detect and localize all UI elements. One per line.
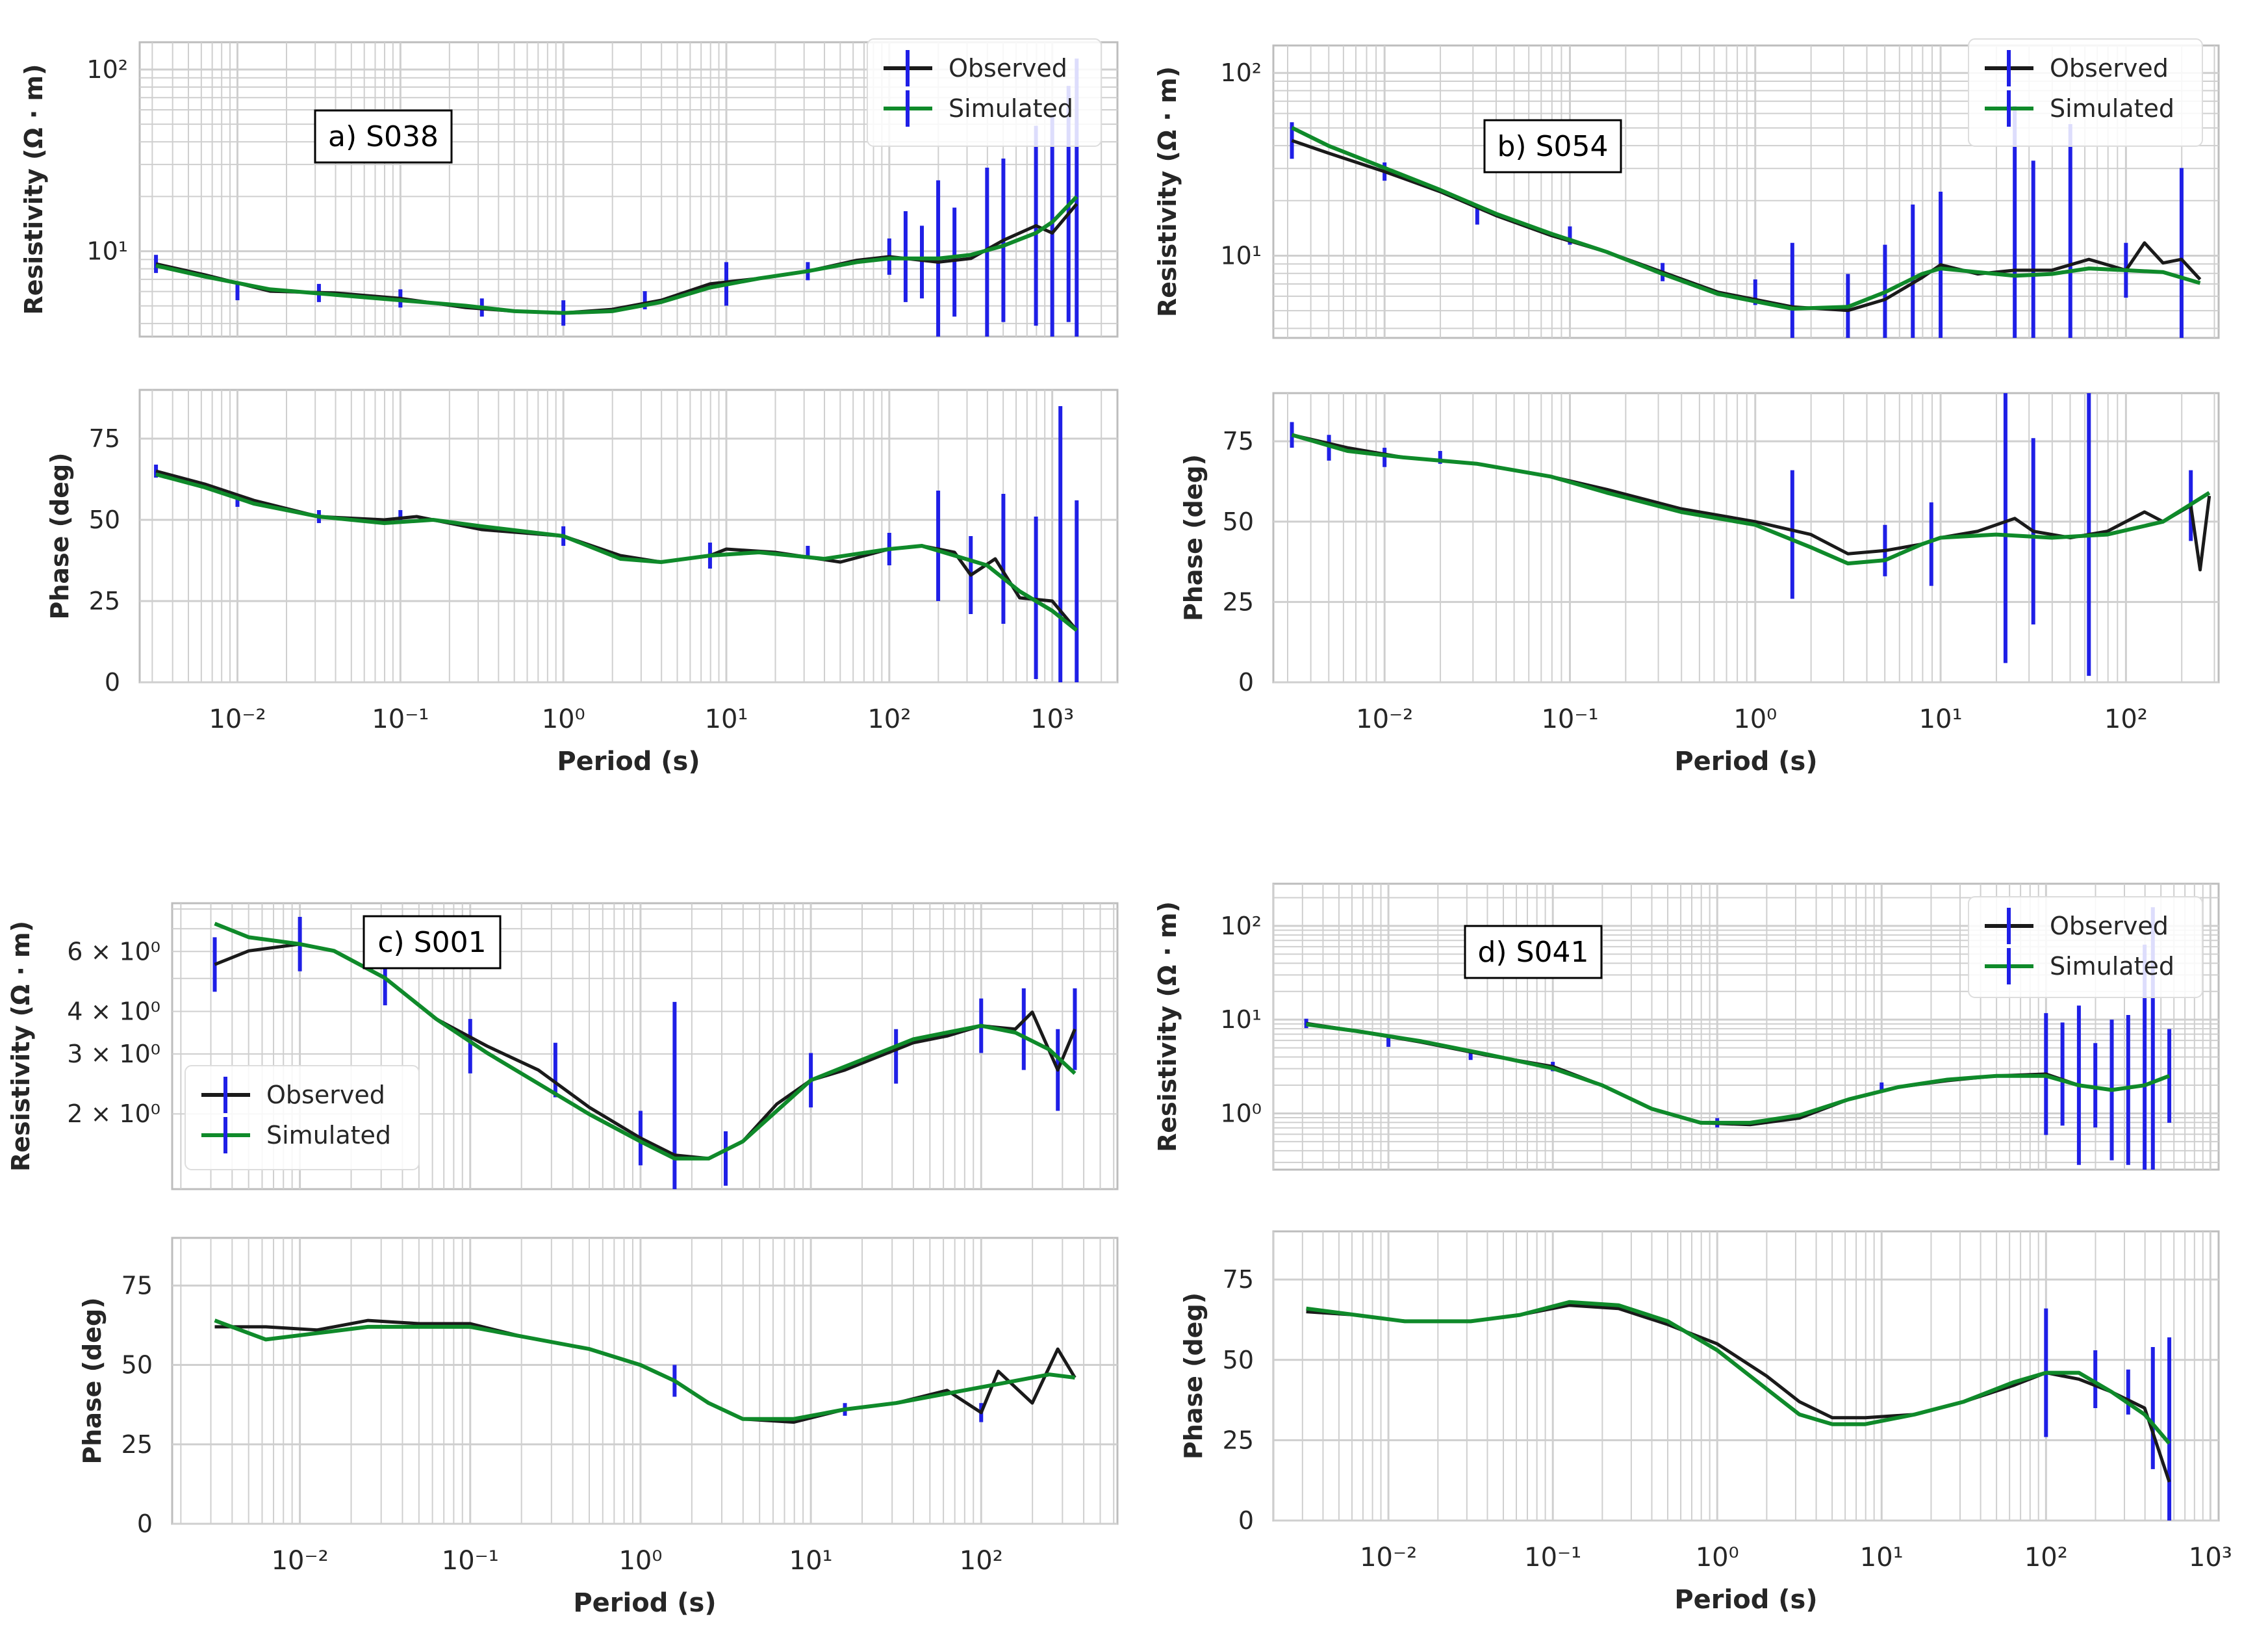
x-axis-label: Period (s): [1674, 1585, 1817, 1615]
resistivity-tick-label: 10¹: [1220, 1005, 1262, 1034]
legend-simulated-label: Simulated: [2050, 94, 2174, 123]
phase-simulated-line: [1306, 1300, 2171, 1445]
phase-axes: [171, 1237, 1119, 1525]
station-label: c) S001: [377, 926, 486, 959]
phase-tick-label: 25: [1223, 587, 1254, 616]
x-tick-label: 10⁻¹: [1541, 704, 1598, 734]
phase-tick-label: 0: [1238, 1506, 1254, 1535]
x-tick-label: 10⁰: [1696, 1543, 1739, 1573]
phase-tick-label: 25: [89, 587, 120, 615]
resistivity-tick-label: 6 × 10⁰: [67, 937, 160, 966]
legend-observed-label: Observed: [2050, 912, 2169, 940]
phase-tick-label: 50: [1223, 507, 1254, 536]
x-tick-label: 10⁰: [1733, 704, 1777, 734]
x-tick-label: 10⁰: [542, 704, 585, 734]
x-tick-label: 10⁻¹: [1524, 1543, 1581, 1573]
x-tick-label: 10²: [867, 704, 911, 734]
x-tick-label: 10⁻¹: [442, 1546, 499, 1576]
phase-tick-label: 25: [1223, 1426, 1254, 1454]
x-tick-label: 10¹: [789, 1546, 833, 1576]
resistivity-ylabel: Resistivity (Ω · m): [1153, 66, 1182, 317]
x-tick-label: 10⁰: [618, 1546, 662, 1576]
legend-box: [185, 1065, 420, 1170]
phase-tick-label: 0: [105, 668, 120, 697]
resistivity-tick-label: 10¹: [86, 237, 128, 266]
x-tick-label: 10³: [2189, 1543, 2232, 1573]
phase-ylabel: Phase (deg): [78, 1297, 107, 1464]
x-tick-label: 10⁻¹: [372, 704, 429, 734]
x-axis-label: Period (s): [573, 1588, 716, 1618]
panel-c-s001: 2 × 10⁰ 3 × 10⁰ 4 × 10⁰ 6 × 10⁰ Resistivity …: [6, 902, 1119, 1618]
phase-ylabel: Phase (deg): [1179, 1292, 1208, 1459]
x-tick-label: 10²: [960, 1546, 1003, 1576]
resistivity-ylabel: Resistivity (Ω · m): [6, 921, 35, 1172]
phase-tick-label: 0: [1238, 668, 1254, 697]
resistivity-simulated-line: [155, 195, 1078, 315]
x-tick-label: 10¹: [1860, 1543, 1904, 1573]
phase-ylabel: Phase (deg): [45, 452, 74, 619]
resistivity-tick-label: 10²: [1220, 912, 1262, 940]
station-label-box: [1464, 925, 1603, 979]
phase-tick-label: 50: [89, 506, 120, 534]
x-tick-label: 10¹: [705, 704, 748, 734]
station-label: b) S054: [1497, 130, 1609, 163]
resistivity-tick-label: 4 × 10⁰: [67, 997, 160, 1026]
x-tick-label: 10³: [1030, 704, 1074, 734]
phase-tick-label: 75: [1223, 1265, 1254, 1294]
legend-simulated-label: Simulated: [2050, 952, 2174, 981]
resistivity-tick-label: 10²: [1220, 58, 1262, 87]
resistivity-ylabel: Resistivity (Ω · m): [1153, 901, 1182, 1152]
legend-observed-label: Observed: [266, 1081, 385, 1109]
x-tick-label: 10²: [2024, 1543, 2068, 1573]
x-tick-label: 10⁻²: [209, 704, 266, 734]
x-tick-label: 10⁻²: [272, 1546, 329, 1576]
x-tick-label: 10²: [2104, 704, 2148, 734]
phase-simulated-line: [155, 472, 1078, 632]
x-tick-label: 10⁻²: [1356, 704, 1413, 734]
phase-tick-label: 75: [89, 424, 120, 453]
station-label: a) S038: [328, 120, 439, 153]
legend-observed-label: Observed: [949, 54, 1067, 83]
phase-simulated-line: [214, 1318, 1075, 1421]
phase-simulated-line: [1291, 433, 2211, 566]
phase-axes: [1272, 1230, 2220, 1522]
legend-box: [1968, 896, 2203, 998]
station-label: d) S041: [1478, 936, 1589, 969]
resistivity-tick-label: 2 × 10⁰: [67, 1099, 160, 1128]
phase-ylabel: Phase (deg): [1179, 454, 1208, 621]
legend-simulated-label: Simulated: [949, 94, 1073, 123]
legend-observed-label: Observed: [2050, 54, 2169, 83]
x-tick-label: 10¹: [1919, 704, 1963, 734]
resistivity-ylabel: Resistivity (Ω · m): [19, 64, 48, 315]
phase-tick-label: 50: [121, 1351, 153, 1380]
x-tick-label: 10⁻²: [1360, 1543, 1417, 1573]
resistivity-tick-label: 10¹: [1220, 241, 1262, 270]
panel-b-s054: 10¹ 10² Resistivity (Ω · m) b) S054 Observed…: [1153, 38, 2220, 777]
resistivity-tick-label: 10⁰: [1220, 1099, 1262, 1127]
legend-simulated-label: Simulated: [266, 1121, 391, 1149]
station-label-box: [1483, 119, 1622, 173]
panel-a-s038: 10¹ 10² Resistivity (Ω · m) a) S038 Observed…: [19, 38, 1119, 777]
station-label-box: [314, 109, 453, 164]
phase-tick-label: 25: [121, 1430, 153, 1459]
resistivity-tick-label: 10²: [86, 55, 128, 84]
resistivity-simulated-line: [1306, 1022, 2171, 1125]
station-label-box: [363, 915, 502, 970]
phase-tick-label: 75: [1223, 427, 1254, 456]
panel-d-s041: 10⁰ 10¹ 10² Resistivity (Ω · m) d) S041 Obser…: [1153, 882, 2232, 1615]
resistivity-tick-label: 3 × 10⁰: [67, 1040, 160, 1068]
phase-tick-label: 75: [121, 1271, 153, 1300]
legend-box: [1968, 38, 2203, 147]
phase-tick-label: 0: [137, 1509, 153, 1538]
resistivity-simulated-line: [1291, 125, 2201, 311]
x-axis-label: Period (s): [1674, 747, 1817, 777]
phase-tick-label: 50: [1223, 1346, 1254, 1374]
legend-box: [867, 38, 1102, 147]
x-axis-label: Period (s): [557, 747, 700, 777]
